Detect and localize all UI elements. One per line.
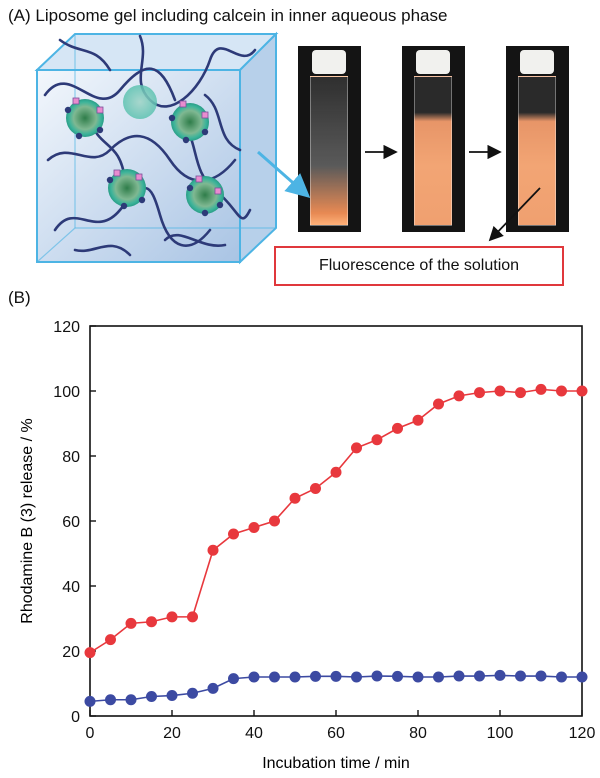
data-point-series-1 xyxy=(228,673,239,685)
data-point-series-1 xyxy=(556,671,567,683)
x-tick-label: 120 xyxy=(569,725,596,742)
data-point-series-0 xyxy=(474,387,485,399)
data-point-series-0 xyxy=(433,398,444,410)
x-tick-label: 60 xyxy=(327,725,345,742)
data-point-series-0 xyxy=(351,442,362,454)
data-point-series-0 xyxy=(166,611,178,623)
data-point-series-1 xyxy=(125,694,137,706)
data-point-series-0 xyxy=(228,528,239,540)
fluorescence-pointer-arrow xyxy=(488,187,541,242)
data-point-series-1 xyxy=(351,671,362,683)
y-tick-label: 20 xyxy=(62,644,80,661)
vial-tube xyxy=(518,76,556,226)
data-point-series-0 xyxy=(494,385,506,397)
plot-frame xyxy=(89,325,583,717)
series-line-0 xyxy=(89,388,582,654)
x-tick-label: 100 xyxy=(487,725,514,742)
data-point-series-1 xyxy=(535,670,547,682)
panel-b-title: (B) xyxy=(8,288,31,307)
data-point-series-1 xyxy=(392,670,403,682)
data-point-series-1 xyxy=(166,690,178,702)
panel-a-title: (A) Liposome gel including calcein in in… xyxy=(8,6,448,25)
y-tick-label: 60 xyxy=(62,514,80,531)
data-point-series-1 xyxy=(494,669,506,681)
axis-ticks: 0 20 40 60 80 100 120 0 20 40 60 80 100 120 xyxy=(53,319,595,742)
data-point-series-0 xyxy=(310,483,321,494)
y-tick-label: 80 xyxy=(62,449,80,466)
y-tick-label: 100 xyxy=(53,384,80,401)
data-point-series-1 xyxy=(371,670,383,682)
data-point-series-1 xyxy=(453,670,465,682)
cube-icon xyxy=(34,31,279,265)
data-point-series-0 xyxy=(125,617,137,629)
data-point-series-0 xyxy=(392,422,403,434)
data-point-series-0 xyxy=(146,616,157,628)
x-tick-label: 20 xyxy=(163,725,181,742)
y-axis-label: Rhodamine B (3) release / % xyxy=(19,418,36,623)
vial-tube xyxy=(310,76,348,226)
vial-photo-final xyxy=(506,46,569,232)
data-point-series-0 xyxy=(248,522,260,533)
data-point-series-1 xyxy=(269,671,280,683)
data-point-series-0 xyxy=(576,385,588,397)
vial-cap-icon xyxy=(520,50,554,74)
x-tick-label: 40 xyxy=(245,725,263,742)
data-point-series-0 xyxy=(187,611,198,623)
data-point-series-1 xyxy=(310,670,321,682)
data-point-series-1 xyxy=(187,687,198,699)
x-tick-label: 0 xyxy=(86,725,95,742)
vial-photo-initial xyxy=(298,46,361,232)
data-point-series-0 xyxy=(535,383,547,395)
data-point-series-0 xyxy=(412,414,424,426)
liposome-gel-schematic xyxy=(34,31,279,265)
arrows-overlay xyxy=(257,144,541,242)
data-point-series-0 xyxy=(371,434,383,446)
fluorescence-label: Fluorescence of the solution xyxy=(318,257,520,274)
y-tick-label: 40 xyxy=(62,579,80,596)
data-point-series-1 xyxy=(515,670,526,682)
x-axis-label: Incubation time / min xyxy=(262,755,410,772)
data-point-series-1 xyxy=(330,670,342,682)
data-point-series-0 xyxy=(453,390,465,402)
data-point-series-0 xyxy=(289,492,301,504)
vial-cap-icon xyxy=(416,50,450,74)
data-point-series-0 xyxy=(207,544,219,556)
data-point-series-1 xyxy=(289,671,301,683)
data-point-series-0 xyxy=(269,515,280,527)
data-point-series-1 xyxy=(105,694,116,706)
liposome-icons xyxy=(64,85,224,217)
data-point-series-1 xyxy=(84,695,96,707)
data-point-series-1 xyxy=(248,671,260,683)
data-point-series-0 xyxy=(84,647,96,659)
data-point-series-1 xyxy=(433,671,444,683)
data-point-series-1 xyxy=(474,670,485,682)
data-point-series-0 xyxy=(515,387,526,399)
cube-to-vial-arrow xyxy=(257,150,311,198)
data-point-series-1 xyxy=(412,671,424,683)
y-tick-label: 120 xyxy=(53,319,80,336)
vial-tube xyxy=(414,76,452,226)
series-layer xyxy=(84,383,588,707)
vial-photo-middle xyxy=(402,46,465,232)
data-point-series-0 xyxy=(556,385,567,397)
data-point-series-0 xyxy=(105,634,116,646)
data-point-series-0 xyxy=(330,466,342,478)
vial-cap-icon xyxy=(312,50,346,74)
x-tick-label: 80 xyxy=(409,725,427,742)
fluorescence-label-box: Fluorescence of the solution xyxy=(274,246,564,286)
data-point-series-1 xyxy=(207,682,219,694)
y-tick-label: 0 xyxy=(71,709,80,726)
data-point-series-1 xyxy=(146,691,157,702)
data-point-series-1 xyxy=(576,671,588,683)
